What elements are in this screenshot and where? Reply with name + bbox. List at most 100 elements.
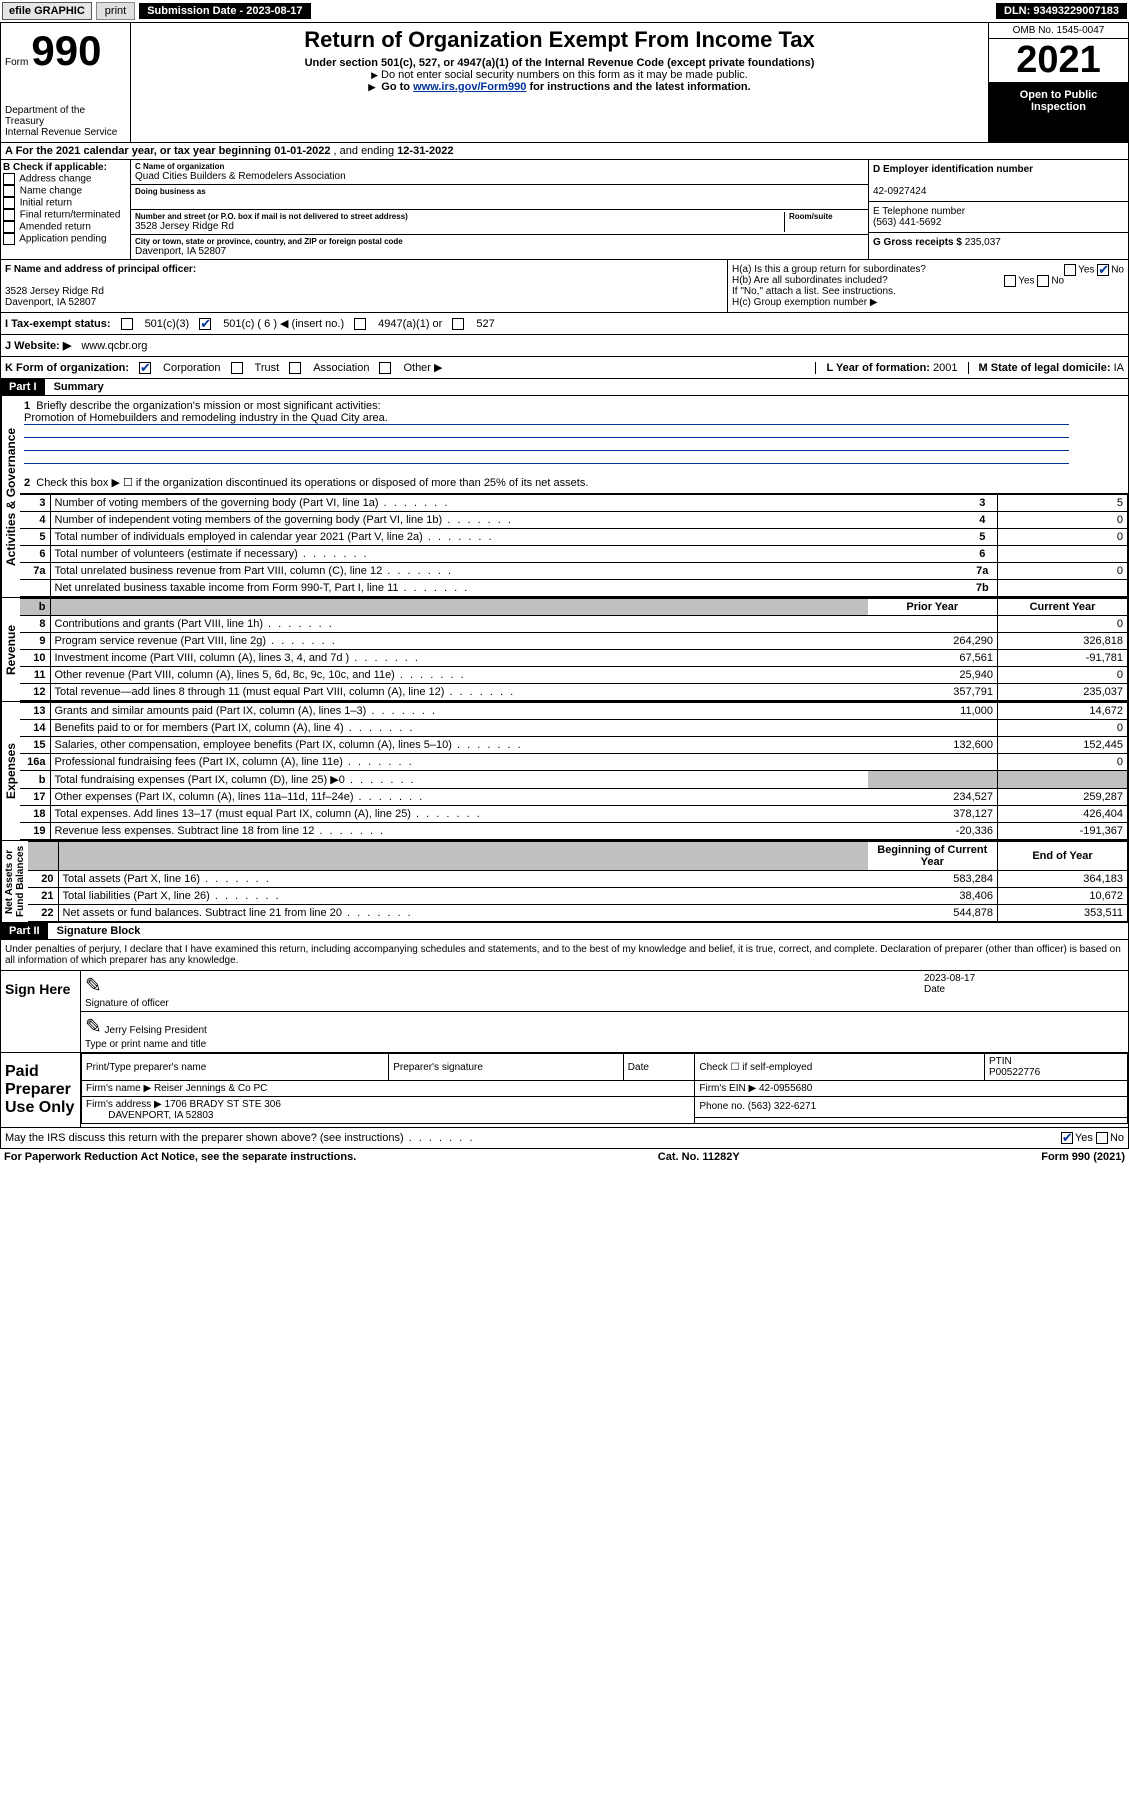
firm-addr2: DAVENPORT, IA 52803 — [108, 1110, 213, 1121]
mission-text: Promotion of Homebuilders and remodeling… — [24, 412, 1069, 425]
prep-check-header: Check ☐ if self-employed — [695, 1054, 985, 1081]
addr-label: Number and street (or P.O. box if mail i… — [135, 212, 784, 221]
501c-checkbox[interactable] — [199, 318, 211, 330]
table-row: Beginning of Current YearEnd of Year — [28, 842, 1128, 871]
527-checkbox[interactable] — [452, 318, 464, 330]
ein-value: 42-0927424 — [873, 186, 926, 197]
instructions-link[interactable]: www.irs.gov/Form990 — [413, 81, 526, 93]
link-suffix: for instructions and the latest informat… — [529, 81, 750, 93]
sig-officer-label: Signature of officer — [85, 998, 169, 1009]
paperwork-notice: For Paperwork Reduction Act Notice, see … — [4, 1151, 356, 1163]
table-row: 8Contributions and grants (Part VIII, li… — [20, 616, 1128, 633]
omb-number: OMB No. 1545-0047 — [989, 23, 1128, 39]
mission-blank1 — [24, 425, 1069, 438]
ha-no-checkbox[interactable] — [1097, 264, 1109, 276]
firm-addr1: 1706 BRADY ST STE 306 — [165, 1099, 281, 1110]
header-mid: Return of Organization Exempt From Incom… — [131, 23, 988, 142]
header-left: Form 990 Department of the Treasury Inte… — [1, 23, 131, 142]
k-other: Other ▶ — [403, 361, 442, 374]
preparer-table: Print/Type preparer's name Preparer's si… — [81, 1053, 1128, 1124]
firm-phone-label: Phone no. — [699, 1101, 747, 1112]
section-b-item[interactable]: Amended return — [3, 221, 128, 233]
hc-label: H(c) Group exemption number ▶ — [732, 297, 1124, 308]
table-row: 16aProfessional fundraising fees (Part I… — [20, 754, 1128, 771]
k-corp: Corporation — [163, 362, 220, 374]
prep-sig-header: Preparer's signature — [389, 1054, 624, 1081]
other-checkbox[interactable] — [379, 362, 391, 374]
cat-no: Cat. No. 11282Y — [658, 1151, 740, 1163]
ha-yes-checkbox[interactable] — [1064, 264, 1076, 276]
hb-yes-checkbox[interactable] — [1004, 275, 1016, 287]
table-row: 17Other expenses (Part IX, column (A), l… — [20, 789, 1128, 806]
assoc-checkbox[interactable] — [289, 362, 301, 374]
top-toolbar: efile GRAPHIC print Submission Date - 20… — [0, 0, 1129, 23]
dln-label: DLN: 93493229007183 — [996, 3, 1127, 19]
netassets-label: Net Assets orFund Balances — [1, 841, 28, 922]
table-row: 4Number of independent voting members of… — [20, 512, 1128, 529]
room-label: Room/suite — [789, 212, 864, 221]
form-no-footer: Form 990 (2021) — [1041, 1151, 1125, 1163]
form-sub2: Do not enter social security numbers on … — [135, 69, 984, 81]
period-end: 12-31-2022 — [397, 145, 453, 157]
part2-badge: Part II — [1, 923, 48, 939]
section-b: B Check if applicable: Address change Na… — [1, 160, 131, 259]
table-row: 12Total revenue—add lines 8 through 11 (… — [20, 684, 1128, 701]
mission-blank2 — [24, 438, 1069, 451]
phone-value: (563) 441-5692 — [873, 217, 941, 228]
section-j: J Website: ▶ www.qcbr.org — [0, 335, 1129, 357]
part2-header-row: Part II Signature Block — [0, 923, 1129, 940]
form-number: 990 — [31, 27, 101, 74]
submission-date: Submission Date - 2023-08-17 — [139, 3, 310, 19]
discuss-yes: Yes — [1075, 1132, 1093, 1144]
table-row: bPrior YearCurrent Year — [20, 599, 1128, 616]
gross-value: 235,037 — [965, 237, 1001, 248]
table-row: 10Investment income (Part VIII, column (… — [20, 650, 1128, 667]
hb-no-checkbox[interactable] — [1037, 275, 1049, 287]
officer-name: Jerry Felsing President — [105, 1025, 207, 1036]
netassets-section: Net Assets orFund Balances Beginning of … — [0, 841, 1129, 923]
ptin-value: P00522776 — [989, 1067, 1040, 1078]
section-b-item[interactable]: Initial return — [3, 197, 128, 209]
dept-label: Department of the Treasury Internal Reve… — [5, 105, 126, 138]
section-b-item[interactable]: Application pending — [3, 233, 128, 245]
section-b-label: B Check if applicable: — [3, 162, 128, 173]
sign-block: Sign Here ✎ Signature of officer 2023-08… — [0, 971, 1129, 1053]
4947-checkbox[interactable] — [354, 318, 366, 330]
phone-label: E Telephone number — [873, 206, 965, 217]
form-subtitle: Under section 501(c), 527, or 4947(a)(1)… — [135, 57, 984, 69]
info-block: B Check if applicable: Address change Na… — [0, 160, 1129, 260]
city-value: Davenport, IA 52807 — [135, 246, 864, 257]
table-row: 21Total liabilities (Part X, line 26)38,… — [28, 888, 1128, 905]
website-url: www.qcbr.org — [81, 340, 147, 352]
trust-checkbox[interactable] — [231, 362, 243, 374]
m-val: IA — [1114, 362, 1124, 374]
sign-date: 2023-08-17 — [924, 973, 975, 984]
efile-label: efile GRAPHIC — [2, 2, 92, 20]
table-row: 11Other revenue (Part VIII, column (A), … — [20, 667, 1128, 684]
expenses-table: 13Grants and similar amounts paid (Part … — [20, 702, 1128, 840]
preparer-title: Paid Preparer Use Only — [1, 1053, 81, 1127]
corp-checkbox[interactable] — [139, 362, 151, 374]
section-b-item[interactable]: Final return/terminated — [3, 209, 128, 221]
expenses-label: Expenses — [1, 702, 20, 840]
preparer-block: Paid Preparer Use Only Print/Type prepar… — [0, 1053, 1129, 1128]
j-label: J Website: ▶ — [5, 339, 71, 352]
section-f-h: F Name and address of principal officer:… — [0, 260, 1129, 313]
sign-date-label: Date — [924, 984, 945, 995]
officer-name-label: Type or print name and title — [85, 1039, 206, 1050]
table-row: 13Grants and similar amounts paid (Part … — [20, 703, 1128, 720]
form-title: Return of Organization Exempt From Incom… — [135, 27, 984, 53]
501c3-checkbox[interactable] — [121, 318, 133, 330]
k-assoc: Association — [313, 362, 369, 374]
period-begin: 01-01-2022 — [274, 145, 330, 157]
discuss-no-checkbox[interactable] — [1096, 1132, 1108, 1144]
period-mid: , and ending — [334, 145, 398, 157]
section-b-item[interactable]: Address change — [3, 173, 128, 185]
discuss-yes-checkbox[interactable] — [1061, 1132, 1073, 1144]
table-row: 3Number of voting members of the governi… — [20, 495, 1128, 512]
print-button[interactable]: print — [96, 2, 135, 20]
gross-label: G Gross receipts $ — [873, 237, 965, 248]
table-row: 15Salaries, other compensation, employee… — [20, 737, 1128, 754]
table-row: 14Benefits paid to or for members (Part … — [20, 720, 1128, 737]
section-b-item[interactable]: Name change — [3, 185, 128, 197]
